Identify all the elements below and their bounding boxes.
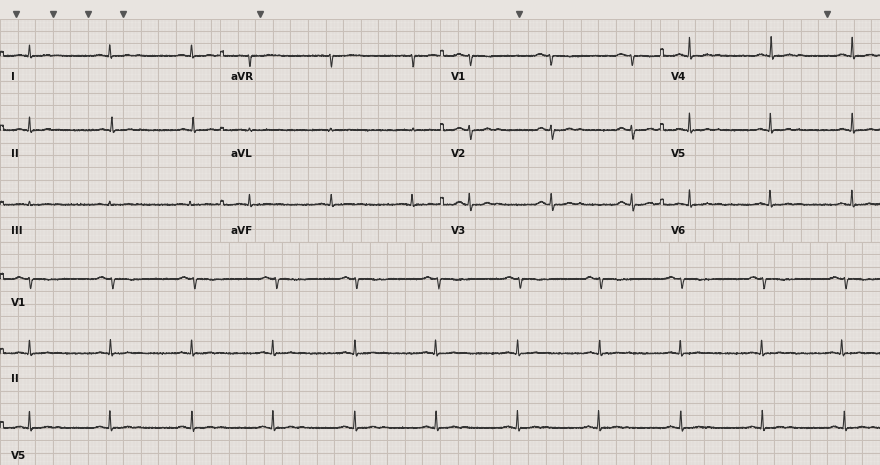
- Text: V1: V1: [451, 72, 466, 82]
- Text: aVL: aVL: [231, 149, 253, 159]
- Text: V4: V4: [671, 72, 686, 82]
- Text: aVF: aVF: [231, 226, 253, 236]
- Text: I: I: [11, 72, 14, 82]
- Text: V5: V5: [11, 451, 26, 461]
- Text: V5: V5: [671, 149, 686, 159]
- Text: III: III: [11, 226, 22, 236]
- Text: V3: V3: [451, 226, 466, 236]
- Text: II: II: [11, 374, 18, 385]
- Text: aVR: aVR: [231, 72, 253, 82]
- Text: V6: V6: [671, 226, 686, 236]
- Text: V1: V1: [11, 298, 26, 308]
- Text: V2: V2: [451, 149, 466, 159]
- Text: II: II: [11, 149, 18, 159]
